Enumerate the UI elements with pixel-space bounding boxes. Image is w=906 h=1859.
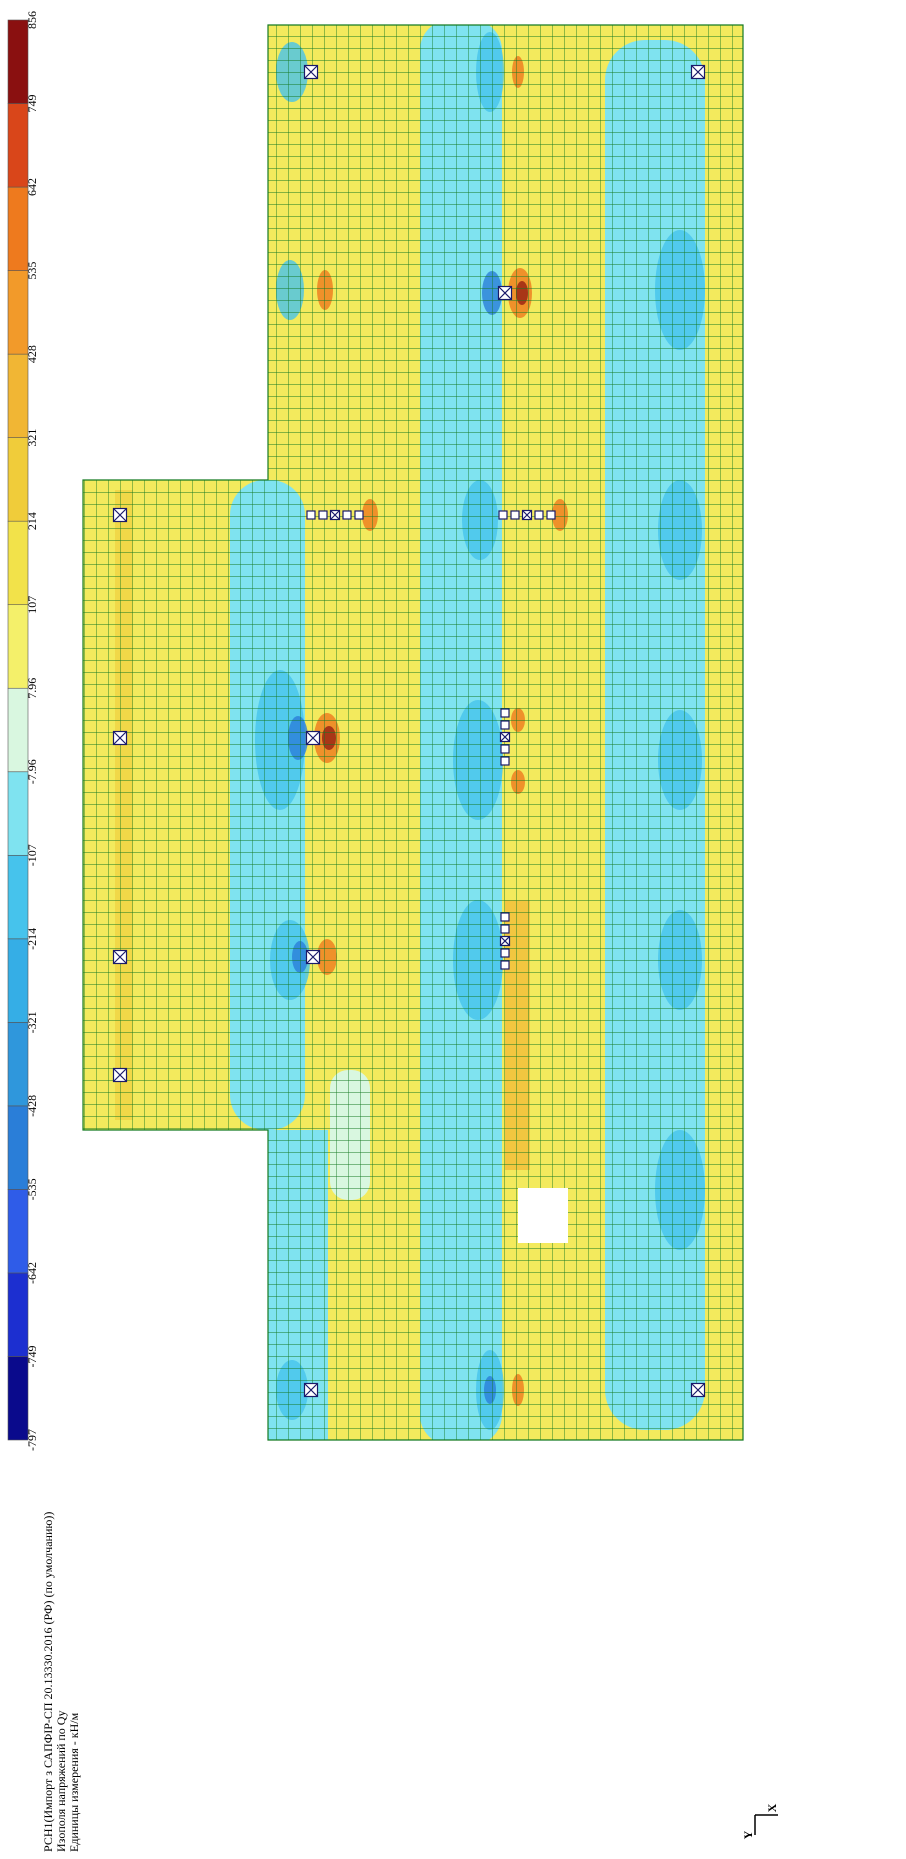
legend-swatch (8, 521, 28, 605)
wall-node (501, 745, 509, 753)
wall-node (511, 511, 519, 519)
legend-label: -321 (25, 1011, 39, 1033)
wall-node (501, 961, 509, 969)
legend-label: 7.96 (25, 678, 39, 699)
legend-swatch (8, 688, 28, 772)
legend-label: -797 (25, 1429, 39, 1451)
legend-swatch (8, 605, 28, 689)
legend-label: -107 (25, 844, 39, 866)
wall-node (501, 721, 509, 729)
legend-label: -7.96 (25, 759, 39, 784)
wall-node (355, 511, 363, 519)
contour-field (80, 20, 750, 1445)
title-line: РСН1(Импорт з САПФІР-СП 20.13330.2016 (Р… (41, 1512, 55, 1852)
wall-node (501, 925, 509, 933)
legend-label: 428 (25, 345, 39, 363)
legend-swatch (8, 354, 28, 438)
legend-swatch (8, 438, 28, 522)
title-line: Единицы измерения - кН/м (67, 1712, 81, 1852)
screenshot: -797 -749 -642 -535 -428 -321 -214 -107 -7.96 7.9… (0, 0, 906, 1859)
wall-node (319, 511, 327, 519)
legend-label: 642 (25, 178, 39, 196)
legend-swatch (8, 1273, 28, 1357)
legend-label: -749 (25, 1345, 39, 1367)
wall-node (547, 511, 555, 519)
legend-swatch (8, 855, 28, 939)
legend-label: 749 (25, 95, 39, 113)
legend-swatch (8, 1022, 28, 1106)
legend-swatch (8, 104, 28, 188)
legend-swatch (8, 20, 28, 104)
legend-swatch (8, 271, 28, 355)
legend-label: -535 (25, 1178, 39, 1200)
legend-label: -214 (25, 928, 39, 950)
wall-node (343, 511, 351, 519)
legend-label: -642 (25, 1262, 39, 1284)
legend-label: -428 (25, 1095, 39, 1117)
wall-node (501, 757, 509, 765)
title-line: Изополя напряжений по Qy (54, 1711, 68, 1852)
axis-label: Y (741, 1830, 755, 1839)
wall-node (501, 949, 509, 957)
axis-label: X (765, 1803, 779, 1812)
legend-swatch (8, 187, 28, 271)
wall-node (499, 511, 507, 519)
legend-swatch (8, 1356, 28, 1440)
wall-node (501, 913, 509, 921)
legend-swatch (8, 939, 28, 1023)
wall-node (501, 709, 509, 717)
legend-label: 214 (25, 512, 39, 530)
legend-label: 107 (25, 596, 39, 614)
legend-swatch (8, 1106, 28, 1190)
legend-label: 321 (25, 429, 39, 447)
opening (518, 1188, 568, 1243)
color-legend: -797 -749 -642 -535 -428 -321 -214 -107 -7.96 7.9… (8, 11, 81, 1852)
wall-node (535, 511, 543, 519)
wall-node (307, 511, 315, 519)
axis-icon: Y X (741, 1803, 779, 1839)
legend-label: 535 (25, 262, 39, 280)
legend-label: 856 (25, 11, 39, 29)
legend-swatch (8, 1189, 28, 1273)
